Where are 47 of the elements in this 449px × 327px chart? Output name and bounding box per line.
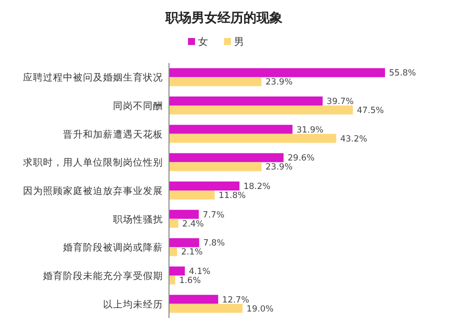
y-tick-label: 因为照顾家庭被迫放弃事业发展 bbox=[23, 185, 163, 197]
bar bbox=[169, 153, 284, 162]
bar bbox=[169, 134, 336, 143]
data-label: 12.7% bbox=[222, 295, 250, 306]
y-tick-label: 以上均未经历 bbox=[103, 298, 163, 310]
data-label: 11.8% bbox=[218, 191, 246, 201]
data-label: 43.2% bbox=[340, 134, 368, 144]
bar bbox=[169, 190, 215, 200]
y-tick-label: 职场性骚扰 bbox=[113, 213, 163, 226]
bar bbox=[169, 304, 243, 313]
data-label: 31.9% bbox=[296, 125, 324, 136]
data-label: 7.7% bbox=[202, 210, 224, 220]
y-tick-label: 婚育阶段被调岗或降薪 bbox=[63, 242, 163, 254]
y-tick-label: 求职时，用人单位限制岗位性别 bbox=[23, 156, 163, 169]
legend-label: 女 bbox=[198, 36, 208, 48]
bar bbox=[169, 106, 353, 114]
data-label: 1.6% bbox=[179, 276, 201, 286]
bar bbox=[169, 77, 262, 86]
y-tick-label: 应聘过程中被问及婚姻生育状况 bbox=[23, 72, 163, 84]
y-tick-label: 晋升和加薪遭遇天花板 bbox=[63, 128, 163, 140]
data-label: 29.6% bbox=[288, 154, 315, 164]
data-label: 2.1% bbox=[181, 248, 203, 258]
bar bbox=[169, 266, 185, 276]
bar bbox=[169, 162, 262, 172]
legend-label: 男 bbox=[234, 37, 244, 48]
data-label: 19.0% bbox=[246, 304, 274, 314]
bar bbox=[169, 294, 218, 304]
y-tick-label: 婚育阶段未能充分享受假期 bbox=[43, 270, 163, 282]
y-tick-label: 同岗不同酬 bbox=[113, 100, 163, 112]
data-label: 2.4% bbox=[182, 219, 204, 230]
bar bbox=[169, 124, 292, 134]
data-label: 47.5% bbox=[356, 106, 384, 116]
bar bbox=[169, 96, 323, 106]
bar bbox=[169, 218, 178, 228]
bar bbox=[169, 238, 200, 248]
data-label: 23.9% bbox=[266, 162, 293, 173]
data-label: 55.8% bbox=[389, 68, 416, 79]
chart-title: 职场男女经历的现象 bbox=[164, 11, 282, 26]
bar bbox=[169, 210, 199, 219]
bar bbox=[169, 68, 385, 78]
bar bbox=[169, 247, 178, 256]
data-label: 23.9% bbox=[266, 78, 293, 88]
data-label: 7.8% bbox=[203, 238, 225, 249]
data-label: 39.7% bbox=[326, 97, 354, 107]
bar bbox=[169, 182, 240, 190]
data-label: 4.1% bbox=[188, 267, 210, 277]
data-label: 18.2% bbox=[243, 182, 270, 192]
